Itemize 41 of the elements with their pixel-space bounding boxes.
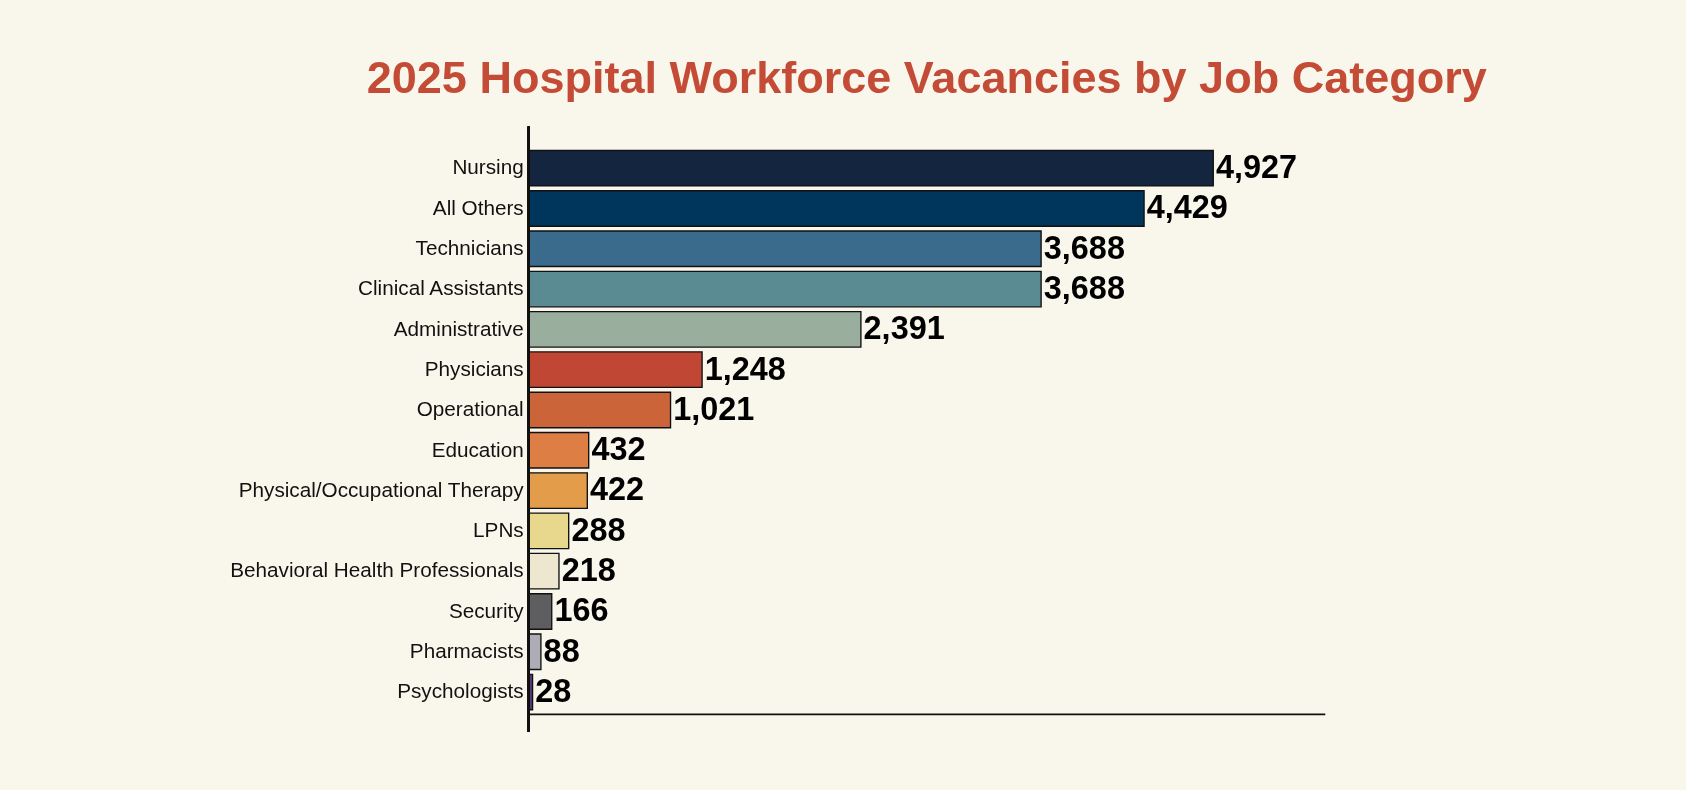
y-tick-label: Pharmacists (409, 639, 524, 663)
y-tick-label: Clinical Assistants (358, 276, 524, 300)
y-tick-label: Behavioral Health Professionals (230, 558, 524, 582)
bar (528, 431, 590, 469)
bar (528, 149, 1214, 187)
y-tick-label: All Others (432, 195, 524, 219)
y-tick-label: Psychologists (397, 679, 524, 703)
data-label: 432 (591, 431, 646, 468)
data-label: 3,688 (1043, 229, 1125, 266)
data-label: 218 (561, 552, 616, 589)
bar (528, 270, 1042, 308)
y-tick-label: Technicians (415, 236, 524, 260)
bar (528, 310, 862, 348)
data-label: 422 (590, 471, 645, 508)
y-tick-label: Nursing (452, 155, 524, 179)
y-tick-label: Operational (416, 397, 524, 421)
bar (528, 552, 560, 590)
data-label: 4,429 (1146, 189, 1228, 226)
y-tick-label: Administrative (393, 316, 524, 340)
bar (528, 593, 553, 630)
bar (528, 190, 1145, 227)
bar (528, 391, 672, 429)
data-label: 1,021 (673, 390, 755, 427)
data-label: 88 (543, 632, 580, 669)
data-label: 28 (535, 672, 572, 709)
y-tick-label: Education (431, 437, 524, 461)
data-label: 1,248 (704, 350, 786, 387)
bar (528, 351, 703, 389)
bar (528, 472, 588, 509)
y-tick-label: Physical/Occupational Therapy (238, 477, 525, 501)
y-tick-label: LPNs (473, 518, 524, 542)
data-label: 3,688 (1043, 269, 1125, 306)
data-label: 166 (554, 592, 609, 629)
bar (528, 512, 570, 550)
data-label: 288 (571, 511, 626, 548)
data-label: 4,927 (1215, 149, 1298, 186)
y-tick-label: Security (448, 598, 525, 622)
y-tick-label: Physicians (424, 356, 524, 380)
chart-title: 2025 Hospital Workforce Vacancies by Job Category (366, 52, 1487, 104)
bar (528, 230, 1042, 268)
data-label: 2,391 (863, 310, 945, 347)
